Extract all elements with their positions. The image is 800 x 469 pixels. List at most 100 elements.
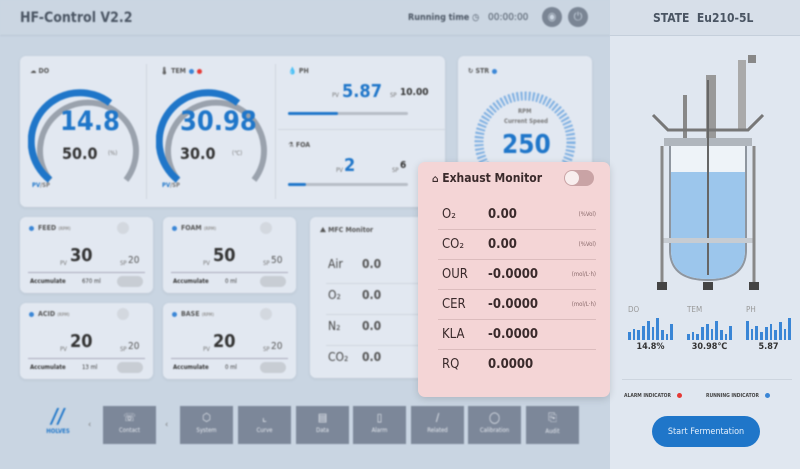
foa-pv: 2 <box>344 155 356 176</box>
exhaust-row-our: OUR -0.0000 (mol/L·h) <box>438 260 596 290</box>
mini-bar <box>696 333 700 340</box>
reset-toggle[interactable] <box>117 276 143 287</box>
reset-toggle[interactable] <box>117 362 143 373</box>
pump-card-acid: ACID (RPM) PV 20 SP 20 Accumulate 13 ml <box>20 303 153 379</box>
pump-card-base: BASE (RPM) PV 20 SP 20 Accumulate 0 ml <box>163 303 296 379</box>
exhaust-row-cer: CER -0.0000 (mol/L·h) <box>438 290 596 320</box>
mini-bar <box>774 330 777 340</box>
mini-bar <box>719 330 723 340</box>
pump-pv: 30 <box>70 245 93 266</box>
accumulate-label: Accumulate <box>173 364 209 371</box>
accumulate-value: 0 ml <box>225 278 237 285</box>
do-pv: 14.8 <box>60 106 120 137</box>
reset-toggle[interactable] <box>260 362 286 373</box>
holves-logo: // HOLVES <box>46 404 70 435</box>
pump-power-button[interactable] <box>260 308 272 320</box>
reset-toggle[interactable] <box>260 276 286 287</box>
nav-system[interactable]: ⬡ System <box>180 406 233 444</box>
pump-power-button[interactable] <box>117 308 129 320</box>
power-icon[interactable]: ⏻ <box>568 7 588 27</box>
pump-unit: (RPM) <box>203 226 217 231</box>
start-fermentation-button[interactable]: Start Fermentation <box>652 416 760 447</box>
pump-label: ACID <box>38 310 56 318</box>
mini-bar <box>729 325 733 340</box>
exhaust-row-co₂: CO₂ 0.00 (%Vol) <box>438 230 596 260</box>
sp-label: SP <box>120 346 127 353</box>
mini-bar <box>788 317 792 340</box>
mini-bar <box>755 325 759 340</box>
nav-audit[interactable]: ⎘ Audit <box>526 406 579 444</box>
accumulate-label: Accumulate <box>30 364 66 371</box>
str-label: ↻ STR <box>468 67 498 75</box>
mini-bar <box>764 327 768 340</box>
pump-label: FOAM <box>181 224 202 232</box>
pump-unit: (RPM) <box>57 312 70 317</box>
sensor-panel: ☁ DO 14.8 50.0 (%) PV/SP 🌡 TEM 30.98 30.… <box>20 56 445 207</box>
pump-card-foam: FOAM (RPM) PV 50 SP 50 Accumulate 0 ml <box>163 217 296 293</box>
nav-alarm[interactable]: ▯ Alarm <box>353 406 406 444</box>
state-model: Eu210-5L <box>696 11 754 25</box>
running-label: Running time <box>408 13 470 23</box>
mini-bar <box>665 333 669 340</box>
ph-pv-label: PV <box>332 92 339 99</box>
pump-sp: 20 <box>271 341 283 352</box>
mini-bar <box>715 320 718 340</box>
pv-label: PV <box>203 346 210 353</box>
curve-icon: ⌞ <box>262 411 267 424</box>
exhaust-row-kla: KLA -0.0000 <box>438 320 596 350</box>
tem-sp: 30.0 <box>180 144 216 163</box>
mfc-card: ⛰ MFC Monitor Air 0.0 O₂ 0.0 N₂ 0.0 CO₂ 0.0 <box>310 217 430 378</box>
pump-card-feed: FEED (RPM) PV 30 SP 20 Accumulate 670 ml <box>20 217 153 293</box>
tem-gauge <box>156 89 267 183</box>
clock-icon: ◷ <box>472 13 480 23</box>
header: HF-Control V2.2 Running time ◷ 00:00:00 … <box>0 0 610 36</box>
foa-pv-label: PV <box>336 167 343 174</box>
pump-sp: 50 <box>271 255 283 266</box>
pump-power-button[interactable] <box>260 222 272 234</box>
exhaust-row-rq: RQ 0.0000 <box>442 357 534 372</box>
mini-bar <box>632 328 636 340</box>
accumulate-label: Accumulate <box>30 278 66 285</box>
pump-pv: 20 <box>70 331 93 352</box>
accumulate-value: 670 ml <box>82 278 101 285</box>
mini-bar <box>656 317 659 340</box>
pump-unit: (RPM) <box>58 226 71 231</box>
nav-data[interactable]: ▤ Data <box>296 406 349 444</box>
tem-unit: (℃) <box>232 150 243 157</box>
pv-label: PV <box>203 260 210 267</box>
ph-bar <box>288 112 408 115</box>
mini-bar <box>691 332 695 340</box>
alarm-icon: ▯ <box>376 411 383 424</box>
mini-bar <box>769 324 773 340</box>
mini-bar <box>670 324 674 340</box>
exhaust-toggle[interactable] <box>564 170 594 186</box>
str-value: 250 <box>502 130 551 160</box>
do-unit: (%) <box>108 150 118 157</box>
mini-bar <box>783 328 787 340</box>
nav-contact[interactable]: ☏ Contact <box>103 406 156 444</box>
exhaust-icon: ⌂ <box>432 174 439 185</box>
do-label: ☁ DO <box>30 67 50 75</box>
ph-label: 💧 PH <box>288 67 309 75</box>
app-title: HF-Control V2.2 <box>20 10 133 26</box>
pump-label: FEED <box>38 224 57 232</box>
pump-power-button[interactable] <box>117 222 129 234</box>
foa-label: ⚗ FOA <box>288 141 311 149</box>
mini-bar <box>637 330 641 340</box>
related-icon: ∕ <box>435 411 440 424</box>
chevron-left-icon[interactable]: ‹ <box>165 420 169 430</box>
tem-pv: 30.98 <box>180 106 257 137</box>
nav-related[interactable]: ∕ Related <box>411 406 464 444</box>
chevron-left-icon[interactable]: ‹ <box>88 420 92 430</box>
user-icon[interactable]: ◉ <box>542 7 562 27</box>
running-time: 00:00:00 <box>488 12 529 23</box>
mini-bar <box>724 333 728 340</box>
mfc-row: CO₂ 0.0 <box>328 350 382 364</box>
system-icon: ⬡ <box>202 411 211 424</box>
pump-sp: 20 <box>128 341 140 352</box>
mini-bar <box>701 327 704 340</box>
nav-calibration[interactable]: ◯ Calibration <box>468 406 521 444</box>
pv-label: PV <box>60 260 67 267</box>
mfc-row: N₂ 0.0 <box>326 315 430 346</box>
nav-curve[interactable]: ⌞ Curve <box>238 406 291 444</box>
